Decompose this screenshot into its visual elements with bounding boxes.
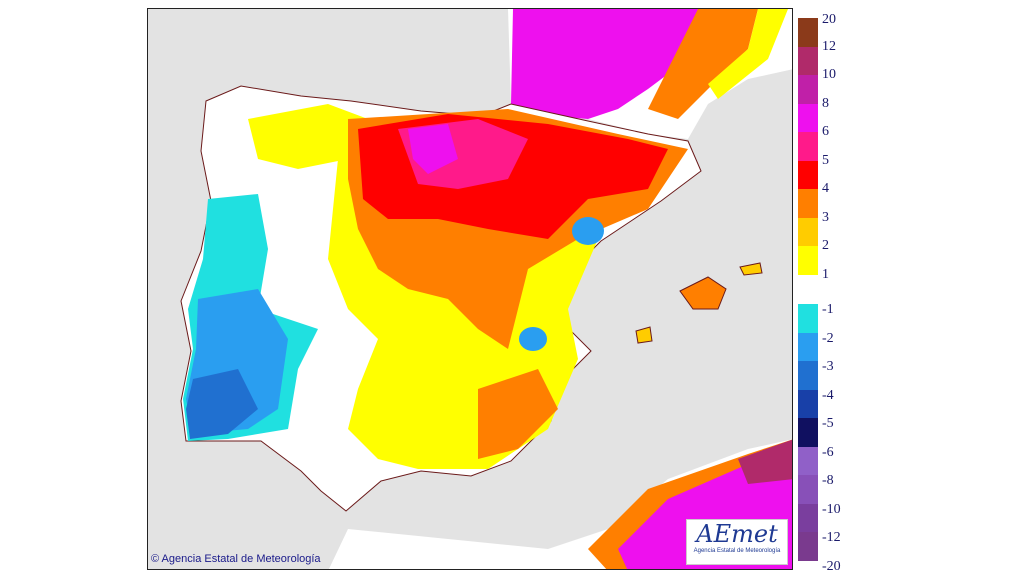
legend-label: 12 xyxy=(822,38,836,54)
legend-swatch xyxy=(798,103,818,132)
legend-label: -10 xyxy=(822,501,841,517)
legend-label: 8 xyxy=(822,95,829,111)
anomaly-cyan-murcia xyxy=(519,327,547,351)
color-legend: 20 12 10 8 6 5 4 3 2 1 -1 -2 -3 -4 -5 -6 -8 -10 -12 -20 xyxy=(798,12,858,574)
legend-swatch xyxy=(798,475,818,504)
legend-label: -5 xyxy=(822,416,834,431)
africa-anomaly-brown xyxy=(738,439,792,484)
map-canvas xyxy=(180,9,792,569)
logo-subtext: Agencia Estatal de Meteorología xyxy=(693,548,781,554)
legend-swatch xyxy=(798,132,818,161)
temperature-anomaly-map: © Agencia Estatal de Meteorología AEmet … xyxy=(147,8,793,570)
france-anomaly-magenta xyxy=(511,9,698,119)
legend-label: 5 xyxy=(822,152,829,168)
legend-swatch xyxy=(798,160,818,189)
legend-swatch xyxy=(798,18,818,47)
aemet-logo: AEmet Agencia Estatal de Meteorología xyxy=(686,519,788,565)
legend-label: 20 xyxy=(822,12,836,27)
legend-swatch xyxy=(798,503,818,532)
legend-label: -8 xyxy=(822,473,834,488)
legend-label: 4 xyxy=(822,181,829,196)
legend-swatch xyxy=(798,332,818,361)
france-anomaly-yellow xyxy=(708,9,788,99)
legend-swatch xyxy=(798,418,818,447)
legend-swatch xyxy=(798,46,818,75)
legend-label: 1 xyxy=(822,266,829,282)
anomaly-darkblue xyxy=(186,369,258,439)
legend-swatch xyxy=(798,304,818,333)
anomaly-cyan-valencia xyxy=(572,217,604,245)
legend-swatch xyxy=(798,189,818,218)
legend-label: 6 xyxy=(822,124,829,139)
legend-swatch xyxy=(798,389,818,418)
anomaly-orange-se xyxy=(478,369,558,459)
legend-label: -12 xyxy=(822,530,841,545)
logo-mark: AEmet xyxy=(696,520,778,548)
ibiza xyxy=(635,326,653,344)
anomaly-yellow-north xyxy=(248,104,368,169)
anomaly-magenta xyxy=(408,124,458,174)
legend-label: -20 xyxy=(822,558,841,574)
legend-label: -2 xyxy=(822,330,834,346)
legend-label: -4 xyxy=(822,387,834,403)
legend-label: -3 xyxy=(822,359,834,374)
legend-swatch xyxy=(798,361,818,390)
legend-label: -6 xyxy=(822,444,834,460)
legend-swatch xyxy=(798,217,818,246)
legend-label: 3 xyxy=(822,209,829,225)
legend-label: 10 xyxy=(822,67,836,82)
menorca xyxy=(739,262,763,276)
legend-swatch xyxy=(798,446,818,475)
legend-swatch xyxy=(798,532,818,561)
copyright-text: © Agencia Estatal de Meteorología xyxy=(151,553,321,565)
mallorca xyxy=(679,276,727,310)
france-anomaly-orange xyxy=(648,9,758,119)
legend-swatch xyxy=(798,246,818,275)
legend-label: -1 xyxy=(822,302,834,317)
legend-swatch xyxy=(798,75,818,104)
legend-label: 2 xyxy=(822,238,829,253)
